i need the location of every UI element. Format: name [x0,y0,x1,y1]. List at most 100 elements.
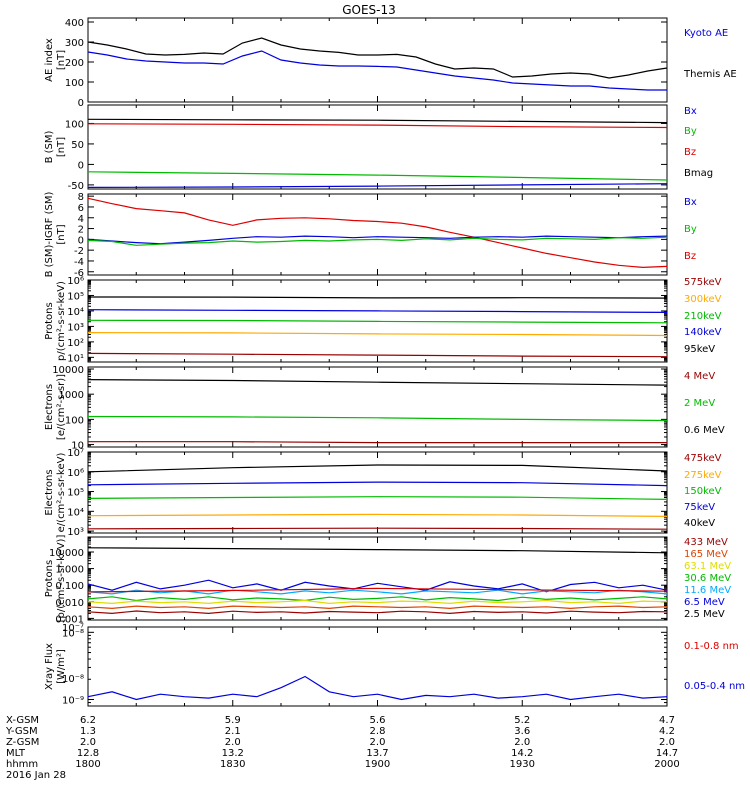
y-axis-label: Xray Flux [44,643,55,690]
footer-value: 1.3 [80,726,96,737]
y-tick-label: 10000 [52,365,84,376]
y-tick-label: 10⁴ [67,507,84,518]
footer-value: 6.2 [80,715,96,726]
legend-entry: 0.6 MeV [684,425,725,436]
series-line [87,352,668,358]
y-tick-label: 10⁵ [67,291,84,302]
y-tick-label: 2 [78,225,84,236]
legend-entry: 575keV [684,277,722,288]
series-line [87,481,668,487]
y-tick-label: 10⁻⁸ [62,628,84,639]
y-tick-label: 10³ [67,322,84,333]
footer-value: 1830 [220,759,245,770]
panel-frame [87,193,668,276]
series-line [87,123,668,129]
panel-frame [87,366,668,448]
legend-entry: 95keV [684,344,715,355]
footer-value: 1900 [365,759,390,770]
footer-value: 2000 [654,759,679,770]
y-tick-label: 1000 [59,390,84,401]
footer-row-label: 2016 Jan 28 [6,770,66,781]
legend-entry: 2 MeV [684,398,715,409]
panel-frame [87,17,668,103]
series-line [87,527,668,530]
y-axis-label: [W/m²] [56,649,67,684]
legend-entry: 140keV [684,327,722,338]
footer-value: 2.0 [514,737,530,748]
y-axis-label: [p/(cm²-s-sr-keV)] [56,535,67,623]
y-axis-label: [nT] [56,50,67,70]
legend-entry: Bx [684,106,697,117]
footer-value: 12.8 [77,748,99,759]
footer-value: 1930 [510,759,535,770]
footer-row-label: Y-GSM [5,726,38,737]
legend-entry: 275keV [684,470,722,481]
y-axis-label: Electrons [44,384,55,430]
series-line [87,309,668,313]
y-axis-label: B (SM) [44,130,55,163]
legend-entry: Bz [684,251,696,262]
plot-title: GOES-13 [342,3,396,17]
footer-value: 5.6 [370,715,386,726]
footer-value: 2.0 [80,737,96,748]
y-tick-label: 300 [65,38,84,49]
footer-row-label: hhmm [6,759,38,770]
series-line [87,610,668,615]
panel-6: 10³ 10⁴ 10⁵ 10⁶ 10⁷ Electrons e/(cm²-s-sr-keV)… [44,448,722,538]
series-line [87,235,668,245]
y-axis-label: Protons [44,302,55,339]
y-axis-label: Electrons [44,469,55,515]
y-tick-label: 10⁶ [67,468,84,479]
legend-entry: 433 MeV [684,537,728,548]
series-line [87,332,668,337]
y-tick-label: 200 [65,58,84,69]
legend-entry: 4 MeV [684,371,715,382]
y-axis-label: B (SM)-IGRF (SM) [44,192,55,278]
footer-row-label: MLT [6,748,26,759]
legend-entry: 11.6 MeV [684,585,731,596]
y-tick-label: 10⁶ [67,276,84,287]
series-line [87,547,668,554]
legend-entry: Bx [684,197,697,208]
series-line [87,118,668,124]
y-axis-label: [nT] [56,224,67,244]
y-tick-label: 10 [71,441,84,452]
y-tick-label: -50 [68,181,84,192]
series-line [87,587,668,593]
y-axis-label: [e/(cm²-s-sr)] [56,374,67,440]
series-line [87,197,668,269]
series-line [88,441,667,444]
footer-value: 13.2 [222,748,244,759]
footer-value: 5.9 [225,715,241,726]
y-axis-label: Protons [44,560,55,597]
y-tick-label: 4 [78,214,84,225]
y-tick-label: 0 [78,98,84,109]
footer-value: 5.2 [514,715,530,726]
y-tick-label: 1.000 [55,565,84,576]
legend-entry: 2.5 MeV [684,609,725,620]
legend-entry: 63.1 MeV [684,561,731,572]
panel-2: -50 0 50 100 B (SM) [nT] Bx By Bz Bmag [44,104,713,192]
series-line [87,496,668,500]
series-line [87,415,668,422]
legend-entry: 475keV [684,453,722,464]
y-tick-label: 100 [65,415,84,426]
y-axis-label: e/(cm²-s-sr-keV) [56,453,67,533]
y-axis-label: [nT] [56,137,67,157]
y-tick-label: 0.100 [55,581,84,592]
series-line [87,183,668,188]
series-line [87,296,668,299]
y-tick-label: 400 [65,18,84,29]
series-line [87,675,668,701]
y-tick-label: 10.000 [49,548,84,559]
y-tick-label: 6 [78,203,84,214]
legend-entry: 40keV [684,518,715,529]
panel-5: 10 100 1000 10000 Electrons [e/(cm²-s-sr)] 4 M… [44,365,725,452]
y-tick-label: 50 [71,140,84,151]
y-tick-label: -2 [74,246,84,257]
legend-entry: 75keV [684,502,715,513]
series-line [87,596,668,602]
footer-value: 3.6 [514,726,530,737]
legend-entry: 150keV [684,486,722,497]
